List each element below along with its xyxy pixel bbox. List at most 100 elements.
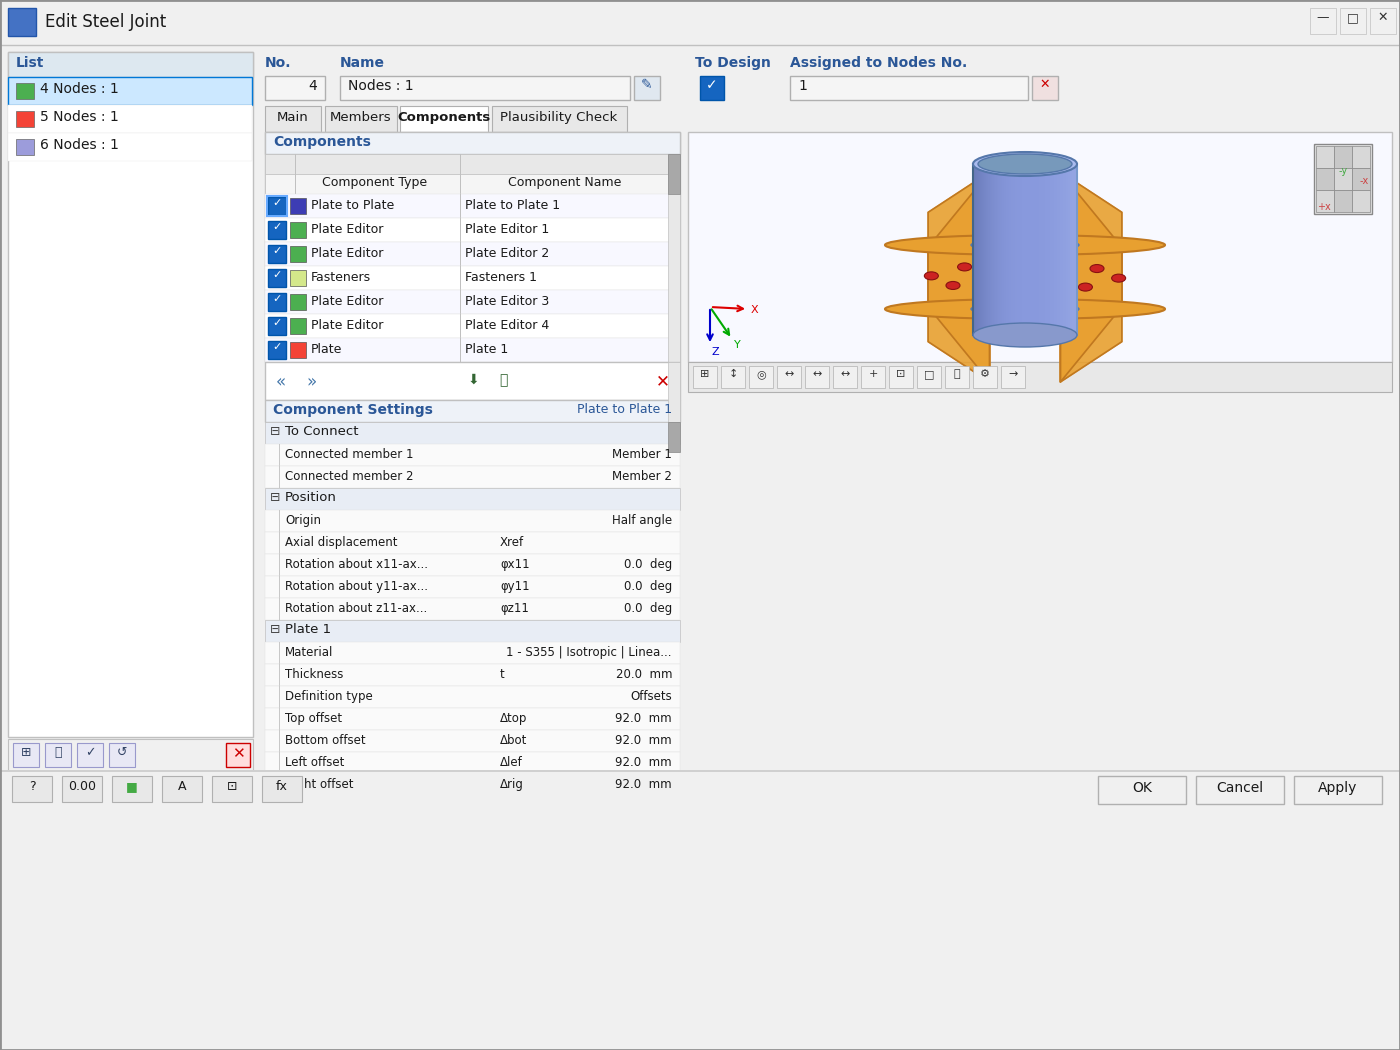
Bar	[461, 368, 486, 392]
Bar	[1316, 168, 1334, 190]
Text: Cancel: Cancel	[1217, 781, 1264, 795]
Bar	[265, 664, 680, 686]
Bar	[267, 269, 286, 287]
Text: Assigned to Nodes No.: Assigned to Nodes No.	[790, 56, 967, 70]
Text: ✓: ✓	[273, 318, 281, 328]
Bar	[8, 739, 253, 771]
Text: Member 2: Member 2	[612, 470, 672, 483]
Bar	[1334, 190, 1352, 212]
Bar	[267, 368, 294, 392]
Bar	[262, 776, 302, 802]
Text: Δbot: Δbot	[500, 734, 528, 747]
Bar	[8, 105, 252, 133]
Bar	[265, 422, 680, 444]
Bar	[265, 620, 680, 642]
Bar	[1340, 8, 1366, 34]
Bar	[265, 686, 680, 708]
Bar	[325, 106, 398, 132]
Text: Plate: Plate	[311, 343, 343, 356]
Text: Plate to Plate: Plate to Plate	[311, 200, 395, 212]
Bar	[265, 466, 680, 488]
Bar	[265, 290, 680, 314]
Text: ✕: ✕	[1378, 10, 1389, 24]
Bar	[77, 743, 104, 766]
Text: 92.0  mm: 92.0 mm	[616, 778, 672, 791]
Text: Plate to Plate 1: Plate to Plate 1	[465, 200, 560, 212]
Bar	[650, 368, 676, 392]
Bar	[973, 366, 997, 388]
Ellipse shape	[973, 323, 1077, 346]
Bar	[265, 598, 680, 620]
Bar	[8, 52, 253, 77]
Bar	[833, 366, 857, 388]
Bar	[777, 366, 801, 388]
Bar	[634, 76, 659, 100]
Bar	[225, 743, 251, 766]
Bar	[265, 532, 680, 554]
Bar	[265, 364, 680, 396]
Text: 0.0  deg: 0.0 deg	[624, 602, 672, 615]
Bar	[889, 366, 913, 388]
Text: Rotation about x11-ax...: Rotation about x11-ax...	[286, 558, 428, 571]
Text: ✕: ✕	[231, 746, 245, 761]
Text: 1: 1	[798, 79, 806, 93]
Bar	[668, 154, 680, 362]
Bar	[693, 366, 717, 388]
Bar	[290, 222, 307, 238]
Text: »: »	[305, 373, 316, 391]
Text: ⊡: ⊡	[227, 780, 237, 793]
Text: Top offset: Top offset	[286, 712, 342, 724]
Text: Member 1: Member 1	[612, 448, 672, 461]
Text: 20.0  mm: 20.0 mm	[616, 668, 672, 681]
Text: ⧉: ⧉	[55, 746, 62, 759]
Bar	[1032, 76, 1058, 100]
Text: No.: No.	[265, 56, 291, 70]
Bar	[265, 194, 680, 218]
Bar	[700, 76, 724, 100]
Text: 0.0  deg: 0.0 deg	[624, 558, 672, 571]
Text: ■: ■	[126, 780, 137, 793]
Bar	[265, 488, 680, 510]
Bar	[265, 242, 680, 266]
Bar	[265, 106, 321, 132]
Text: t: t	[500, 668, 505, 681]
Bar	[721, 366, 745, 388]
Bar	[265, 510, 680, 532]
Text: Components: Components	[273, 135, 371, 149]
Text: ✎: ✎	[641, 78, 652, 92]
Bar	[265, 576, 680, 598]
Bar	[265, 154, 680, 174]
Bar	[290, 198, 307, 214]
Text: Plate 1: Plate 1	[465, 343, 508, 356]
Text: 92.0  mm: 92.0 mm	[616, 712, 672, 724]
Polygon shape	[928, 172, 990, 382]
Text: Plate Editor: Plate Editor	[311, 223, 384, 236]
Bar	[687, 132, 1392, 362]
Text: ✓: ✓	[273, 270, 281, 280]
Bar	[267, 293, 286, 311]
Text: ↺: ↺	[116, 746, 127, 759]
Bar	[1315, 144, 1372, 214]
Polygon shape	[928, 172, 990, 382]
Bar	[290, 294, 307, 310]
Text: Offsets: Offsets	[630, 690, 672, 704]
Bar	[1316, 146, 1334, 168]
Ellipse shape	[885, 299, 1165, 319]
Bar	[265, 554, 680, 576]
Text: 5 Nodes : 1: 5 Nodes : 1	[41, 110, 119, 124]
Text: ✓: ✓	[273, 294, 281, 304]
Text: A: A	[178, 780, 186, 793]
Bar	[973, 164, 1077, 335]
Bar	[749, 366, 773, 388]
Text: ◎: ◎	[756, 369, 766, 379]
Text: Definition type: Definition type	[286, 690, 372, 704]
Text: ⊟: ⊟	[270, 491, 280, 504]
Text: -x: -x	[1359, 176, 1369, 186]
Text: Axial displacement: Axial displacement	[286, 536, 398, 549]
Bar	[265, 266, 680, 290]
Text: 1 - S355 | Isotropic | Linea...: 1 - S355 | Isotropic | Linea...	[507, 646, 672, 659]
Text: ⊟: ⊟	[270, 623, 280, 636]
Bar	[267, 196, 287, 216]
Text: 6 Nodes : 1: 6 Nodes : 1	[41, 138, 119, 152]
Text: Δtop: Δtop	[500, 712, 528, 724]
